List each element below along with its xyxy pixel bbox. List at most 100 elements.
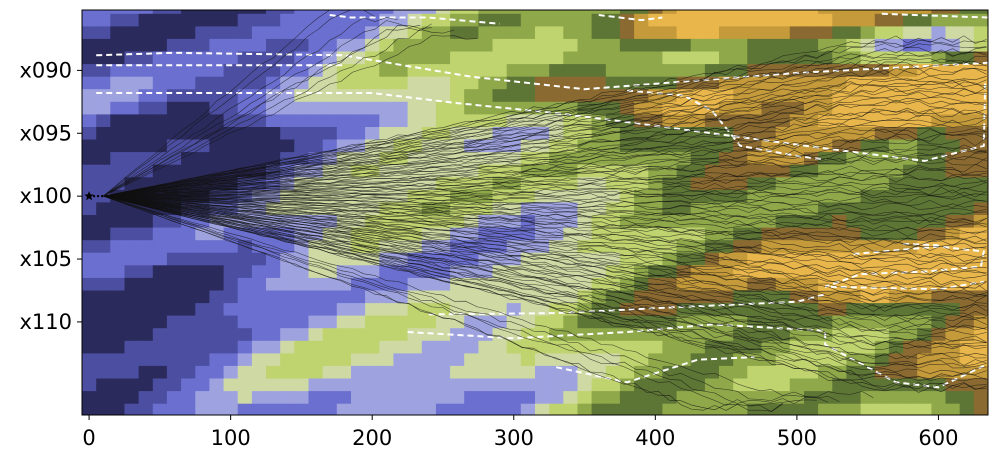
heat-cell <box>280 101 295 115</box>
heat-cell <box>181 277 196 292</box>
heat-cell <box>124 13 140 27</box>
heat-cell <box>138 365 154 380</box>
heat-cell <box>619 64 635 78</box>
heat-cell <box>435 64 451 78</box>
heat-cell <box>676 10 692 15</box>
heat-cell <box>973 403 988 415</box>
heat-cell <box>251 38 267 53</box>
heat-cell <box>280 365 295 380</box>
heat-cell <box>322 378 338 392</box>
trajectory-line <box>103 78 987 197</box>
heat-cell <box>294 378 310 392</box>
heat-cell <box>903 378 918 392</box>
heat-cell <box>96 177 111 191</box>
heat-cell <box>931 51 947 65</box>
heat-cell <box>393 26 409 40</box>
trajectory-line <box>103 182 987 197</box>
heat-cell <box>761 265 777 279</box>
heat-cell <box>917 391 932 405</box>
heat-cell <box>818 378 833 392</box>
trajectory-line <box>103 156 987 197</box>
heat-cell <box>336 353 352 367</box>
heat-cell <box>96 227 111 241</box>
heat-cell <box>619 177 635 191</box>
heat-cell <box>789 26 805 40</box>
heat-cell <box>464 10 479 15</box>
heat-cell <box>138 152 154 166</box>
heat-cell <box>832 215 848 229</box>
heat-cell <box>959 152 975 166</box>
heat-cell <box>761 26 777 40</box>
heat-cell <box>322 139 338 153</box>
heat-cell <box>846 38 862 53</box>
heat-cell <box>549 64 564 78</box>
heat-cell <box>209 139 225 153</box>
heat-cell <box>124 164 140 178</box>
heat-cell <box>294 26 310 40</box>
heat-cell <box>223 277 239 292</box>
heat-cell <box>846 202 862 216</box>
heat-cell <box>152 227 168 241</box>
heat-cell <box>110 403 126 415</box>
heat-cell <box>294 290 310 304</box>
heat-cell <box>237 64 253 78</box>
heat-cell <box>690 10 706 15</box>
heat-cell <box>634 139 649 153</box>
heat-cell <box>407 101 423 115</box>
heat-cell <box>619 38 635 53</box>
heat-cell <box>365 127 380 141</box>
heat-cell <box>747 240 763 254</box>
heat-cell <box>804 227 819 241</box>
heat-cell <box>167 416 182 429</box>
heat-cell <box>322 328 338 342</box>
heat-cell <box>648 328 664 342</box>
heat-cell <box>549 315 564 329</box>
heat-cell <box>634 391 649 405</box>
heat-cell <box>818 114 833 128</box>
heat-cell <box>223 303 239 317</box>
heat-cell <box>336 403 352 415</box>
trajectory-line <box>103 35 478 197</box>
heat-cell <box>520 378 536 392</box>
heat-cell <box>874 378 890 392</box>
heat-cell <box>648 13 664 27</box>
heat-cell <box>832 378 848 392</box>
heat-cell <box>223 391 239 405</box>
heat-cell <box>294 114 310 128</box>
heat-cell <box>435 101 451 115</box>
heat-cell <box>719 353 734 367</box>
heat-cell <box>365 353 380 367</box>
heat-cell <box>308 277 324 292</box>
heat-cell <box>520 26 536 40</box>
heat-cell <box>492 240 508 254</box>
heat-cell <box>619 10 635 15</box>
heat-cell <box>959 89 975 103</box>
heat-cell <box>563 353 579 367</box>
heat-cell <box>648 202 664 216</box>
heat-cell <box>379 353 395 367</box>
heat-cell <box>775 13 791 27</box>
heat-cell <box>478 416 493 429</box>
heat-cell <box>775 38 791 53</box>
trajectory-line <box>103 195 987 223</box>
heat-cell <box>648 64 664 78</box>
heat-cell <box>322 38 338 53</box>
heat-cell <box>903 403 918 415</box>
heat-cell <box>478 38 494 53</box>
heat-cell <box>775 127 791 141</box>
heat-cell <box>931 391 947 405</box>
heat-cell <box>351 13 366 27</box>
heat-cell <box>464 26 479 40</box>
heat-cell <box>280 26 295 40</box>
heat-cell <box>478 26 494 40</box>
heat-cell <box>648 340 664 354</box>
heat-cell <box>336 328 352 342</box>
heat-cell <box>209 290 225 304</box>
heat-cell <box>804 101 819 115</box>
heat-cell <box>280 265 295 279</box>
heat-cell <box>110 290 126 304</box>
heat-cell <box>138 277 154 292</box>
heat-cell <box>393 391 409 405</box>
heat-cell <box>166 365 182 380</box>
heat-cell <box>82 38 97 53</box>
